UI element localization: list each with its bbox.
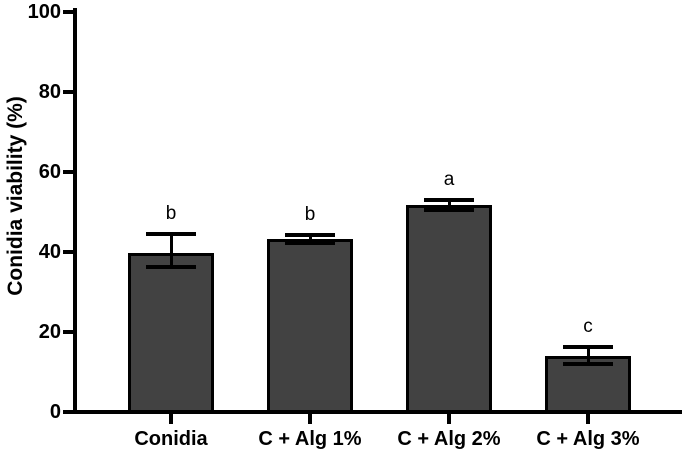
error-bar-line <box>169 234 173 267</box>
y-axis-title: Conidia viability (%) <box>4 96 27 296</box>
x-axis-line <box>63 410 682 414</box>
y-tick-label: 100 <box>27 1 61 23</box>
error-bar-cap-bottom <box>146 264 196 269</box>
error-bar-line <box>447 200 451 210</box>
y-tick-label: 20 <box>38 321 61 343</box>
error-bar-cap-bottom <box>424 208 474 212</box>
x-tick <box>169 414 173 424</box>
x-axis-label: Conidia <box>134 428 208 450</box>
error-bar-cap-top <box>563 344 613 349</box>
x-axis-label: C + Alg 2% <box>397 428 501 450</box>
bar <box>406 204 492 412</box>
y-tick <box>63 90 73 94</box>
y-tick <box>63 410 73 414</box>
y-tick-label: 60 <box>38 161 61 183</box>
significance-letter: b <box>165 203 177 224</box>
error-bar-cap-bottom <box>563 362 613 366</box>
y-axis-line <box>73 8 77 414</box>
y-tick-label: 80 <box>38 81 61 103</box>
y-tick <box>63 330 73 334</box>
y-tick-label: 40 <box>38 241 61 263</box>
bar <box>267 238 353 412</box>
y-tick <box>63 170 73 174</box>
x-axis-label: C + Alg 3% <box>536 428 640 450</box>
error-bar-cap-bottom <box>285 240 335 245</box>
y-tick <box>63 10 73 14</box>
x-tick <box>447 414 451 424</box>
error-bar-cap-top <box>424 198 474 202</box>
x-axis-label: C + Alg 1% <box>258 428 362 450</box>
y-tick <box>63 250 73 254</box>
significance-letter: a <box>443 169 455 190</box>
error-bar-line <box>586 346 590 364</box>
y-tick-label: 0 <box>49 401 61 423</box>
x-tick <box>308 414 312 424</box>
significance-letter: b <box>304 203 316 225</box>
error-bar-line <box>308 234 312 243</box>
error-bar-cap-top <box>285 232 335 237</box>
bar <box>128 252 214 412</box>
significance-letter: c <box>583 315 593 337</box>
error-bar-cap-top <box>146 232 196 236</box>
x-tick <box>586 414 590 424</box>
